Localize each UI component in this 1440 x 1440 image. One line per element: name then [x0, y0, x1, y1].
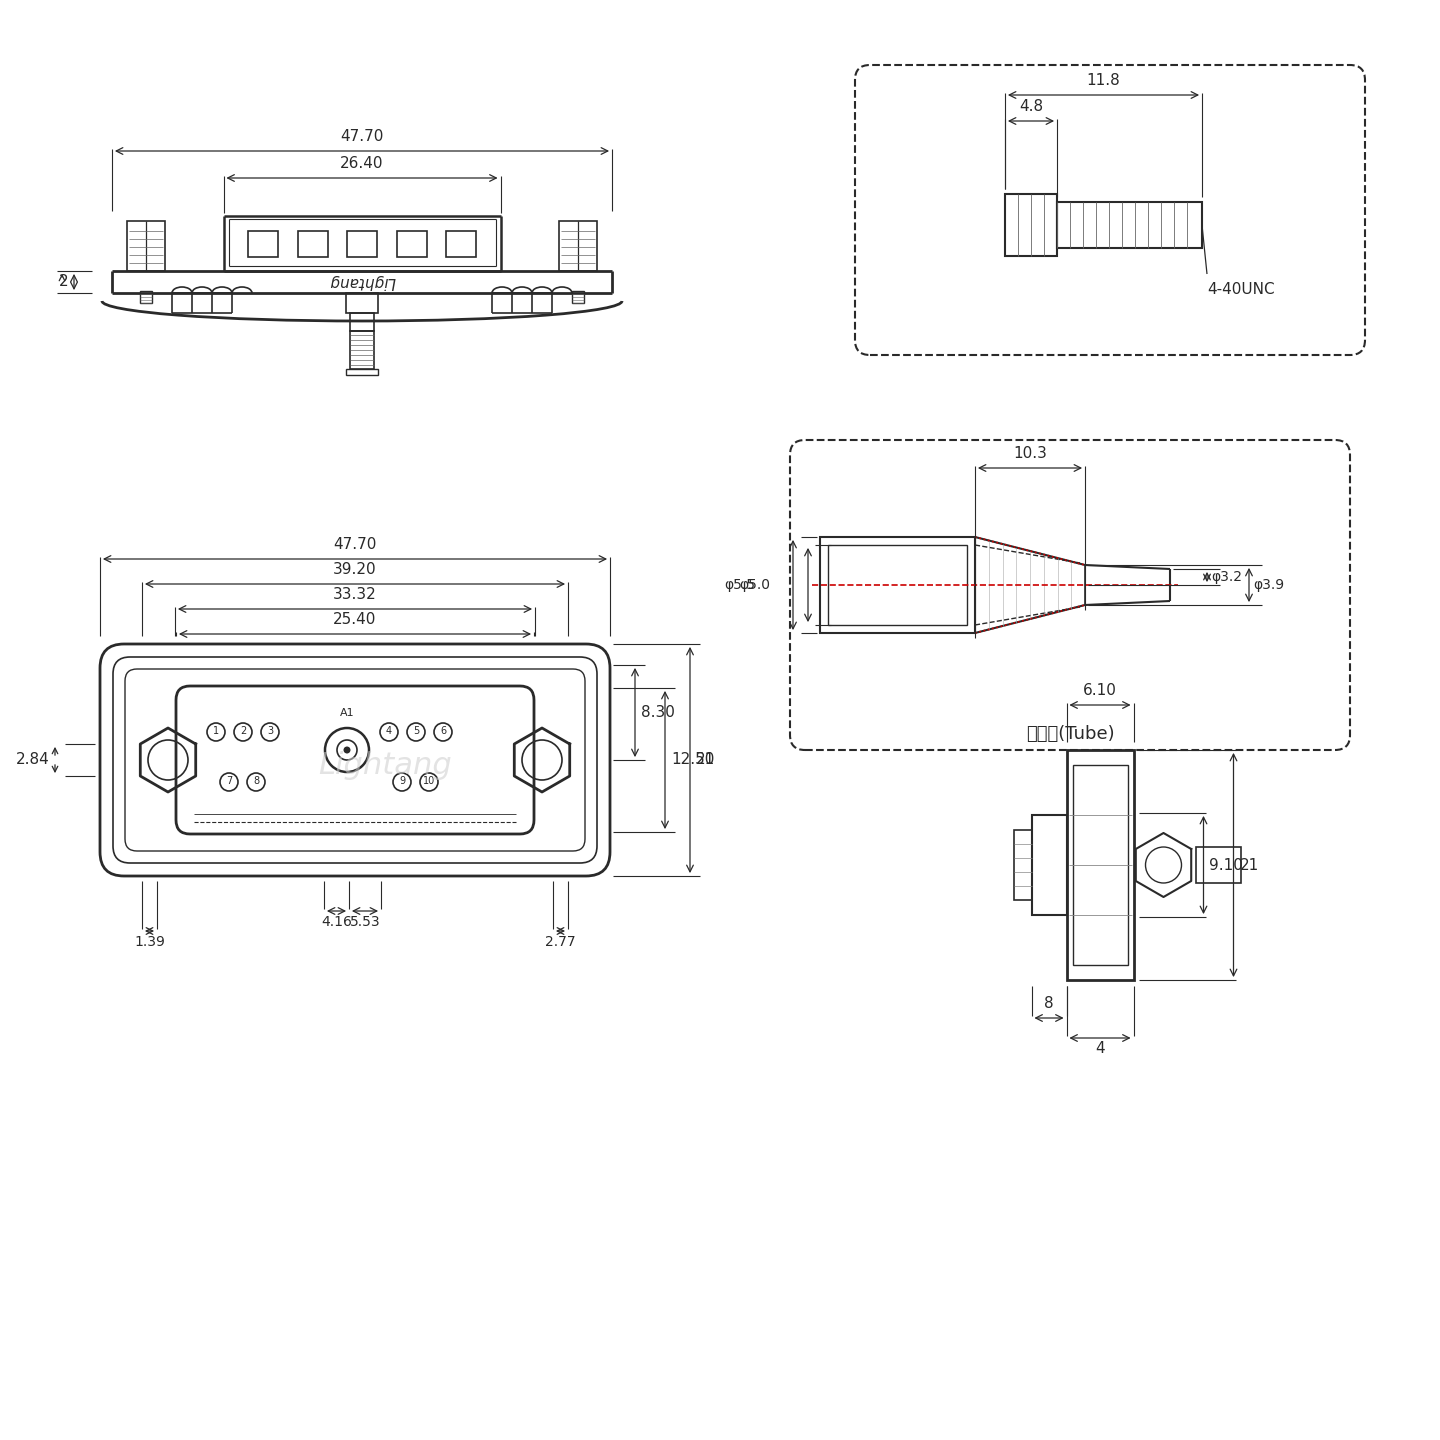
Bar — [1005, 194, 1057, 256]
Bar — [559, 220, 598, 271]
Bar — [819, 537, 975, 634]
Text: 21: 21 — [1240, 857, 1259, 873]
Bar — [127, 220, 166, 271]
Text: 5: 5 — [413, 726, 419, 736]
Bar — [828, 544, 968, 625]
Circle shape — [380, 723, 397, 742]
Text: 4.16: 4.16 — [321, 914, 351, 929]
Text: φ5.5: φ5.5 — [724, 577, 755, 592]
Text: A1: A1 — [340, 708, 354, 719]
Text: 47.70: 47.70 — [340, 130, 383, 144]
Text: 47.70: 47.70 — [333, 537, 377, 552]
Text: 4: 4 — [1096, 1041, 1104, 1056]
Bar — [346, 292, 377, 312]
Text: 39.20: 39.20 — [333, 562, 377, 577]
Bar — [1031, 815, 1067, 914]
Text: 1: 1 — [213, 726, 219, 736]
Circle shape — [408, 723, 425, 742]
Bar — [347, 230, 377, 256]
Text: 11.8: 11.8 — [1087, 73, 1120, 88]
Circle shape — [393, 773, 410, 791]
Text: 2: 2 — [240, 726, 246, 736]
Text: 6.10: 6.10 — [1083, 683, 1117, 698]
Circle shape — [420, 773, 438, 791]
Circle shape — [220, 773, 238, 791]
Bar — [140, 291, 153, 302]
Text: 5.53: 5.53 — [350, 914, 380, 929]
Text: 屏蔽管(Tube): 屏蔽管(Tube) — [1025, 724, 1115, 743]
Text: 8: 8 — [1044, 996, 1054, 1011]
Circle shape — [207, 723, 225, 742]
Circle shape — [248, 773, 265, 791]
Circle shape — [344, 746, 350, 753]
Text: 4.8: 4.8 — [1020, 99, 1043, 114]
Bar — [350, 331, 374, 369]
Bar — [572, 291, 585, 302]
Text: 2.77: 2.77 — [546, 935, 576, 949]
Circle shape — [433, 723, 452, 742]
Text: 12.50: 12.50 — [671, 753, 714, 768]
Text: 10: 10 — [423, 776, 435, 786]
Bar — [350, 312, 374, 331]
Bar — [1073, 765, 1128, 965]
Circle shape — [261, 723, 279, 742]
Bar — [1067, 750, 1133, 981]
Text: 9: 9 — [399, 776, 405, 786]
Bar — [248, 230, 278, 256]
Text: 2.84: 2.84 — [16, 753, 50, 768]
Bar — [1057, 202, 1202, 248]
Text: φ3.2: φ3.2 — [1211, 570, 1241, 585]
Text: 33.32: 33.32 — [333, 588, 377, 602]
Bar — [298, 230, 327, 256]
Bar — [1014, 829, 1031, 900]
Text: 10.3: 10.3 — [1014, 446, 1047, 461]
Text: 21: 21 — [696, 753, 716, 768]
Text: 4-40UNC: 4-40UNC — [1207, 282, 1274, 297]
Text: 25.40: 25.40 — [333, 612, 377, 626]
Text: Lightang: Lightang — [328, 275, 396, 289]
Text: 9.10: 9.10 — [1210, 857, 1243, 873]
Text: 8: 8 — [253, 776, 259, 786]
Text: 7: 7 — [226, 776, 232, 786]
Bar — [446, 230, 477, 256]
Text: φ5.0: φ5.0 — [739, 577, 770, 592]
Text: 8.30: 8.30 — [641, 706, 675, 720]
Text: 2: 2 — [59, 275, 69, 289]
Text: φ3.9: φ3.9 — [1253, 577, 1284, 592]
Text: 3: 3 — [266, 726, 274, 736]
Text: 1.39: 1.39 — [134, 935, 166, 949]
Text: 26.40: 26.40 — [340, 156, 383, 171]
Bar — [1195, 847, 1240, 883]
Bar — [346, 369, 377, 374]
Text: Lightang: Lightang — [318, 750, 452, 779]
Bar — [396, 230, 426, 256]
Circle shape — [233, 723, 252, 742]
Text: 6: 6 — [441, 726, 446, 736]
Text: 4: 4 — [386, 726, 392, 736]
